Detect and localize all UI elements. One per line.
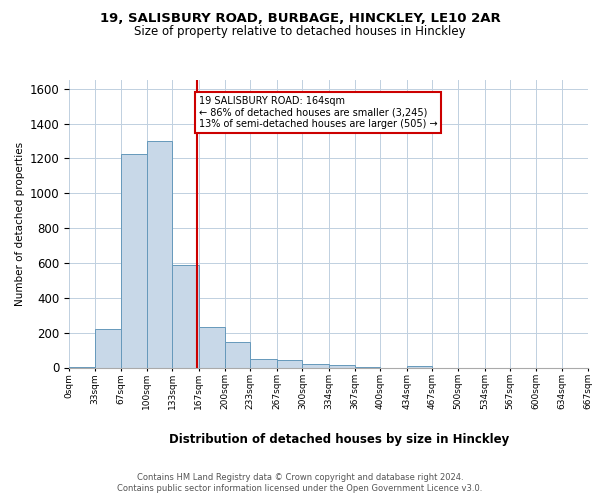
Bar: [302, 364, 329, 368]
Text: Contains HM Land Registry data © Crown copyright and database right 2024.: Contains HM Land Registry data © Crown c…: [137, 472, 463, 482]
Bar: [277, 360, 302, 368]
Bar: [95, 329, 121, 368]
Bar: [121, 154, 147, 368]
Bar: [407, 366, 433, 368]
Bar: [250, 359, 277, 368]
Bar: [329, 365, 355, 368]
Text: 19, SALISBURY ROAD, BURBAGE, HINCKLEY, LE10 2AR: 19, SALISBURY ROAD, BURBAGE, HINCKLEY, L…: [100, 12, 500, 26]
Text: Distribution of detached houses by size in Hinckley: Distribution of detached houses by size …: [169, 432, 509, 446]
Text: 19 SALISBURY ROAD: 164sqm
← 86% of detached houses are smaller (3,245)
13% of se: 19 SALISBURY ROAD: 164sqm ← 86% of detac…: [199, 96, 437, 129]
Text: Size of property relative to detached houses in Hinckley: Size of property relative to detached ho…: [134, 25, 466, 38]
Bar: [172, 264, 199, 368]
Text: Contains public sector information licensed under the Open Government Licence v3: Contains public sector information licen…: [118, 484, 482, 493]
Y-axis label: Number of detached properties: Number of detached properties: [16, 142, 25, 306]
Bar: [199, 326, 224, 368]
Bar: [69, 366, 95, 368]
Bar: [224, 342, 250, 367]
Bar: [147, 141, 172, 368]
Bar: [355, 366, 380, 368]
